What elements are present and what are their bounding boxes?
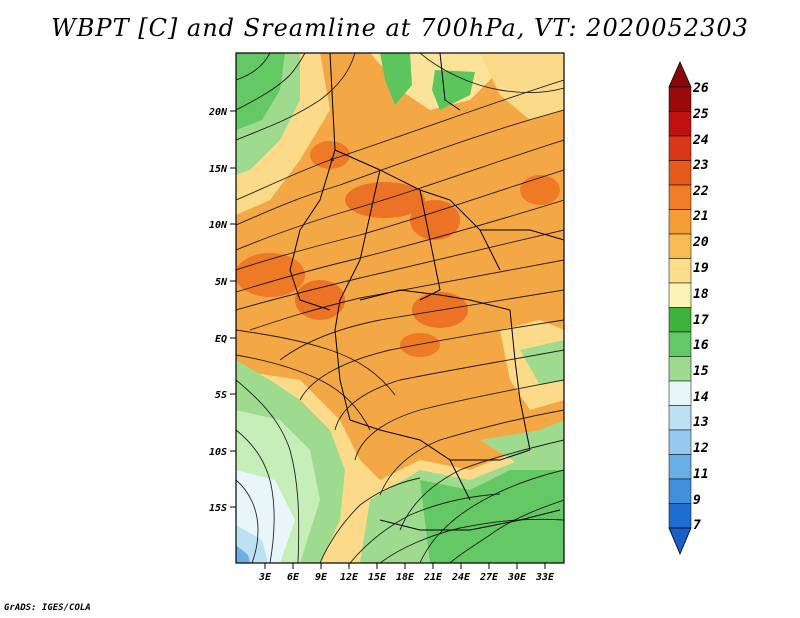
colorbar-swatch (668, 111, 692, 137)
colorbar-label: 12 (693, 441, 709, 456)
colorbar-label: 25 (692, 107, 709, 122)
lon-label: 24E (451, 572, 471, 583)
colorbar-swatch (668, 209, 692, 235)
lat-label: 20N (208, 107, 228, 118)
lon-label: 33E (535, 572, 555, 583)
longitude-axis: 3E 6E 9E 12E 15E 18E 21E 24E 27E 30E 33E (258, 563, 555, 583)
lat-label: 10S (209, 447, 227, 458)
lon-label: 6E (287, 572, 300, 583)
lon-label: 30E (507, 572, 527, 583)
colorbar-label: 19 (693, 261, 709, 276)
colorbar-label: 22 (692, 184, 709, 199)
latitude-axis: 20N 15N 10N 5N EQ 5S 10S 15S (208, 107, 236, 514)
lon-label: 3E (258, 572, 272, 583)
colorbar-swatch (668, 86, 692, 112)
colorbar-swatch (668, 135, 692, 161)
lat-label: EQ (215, 334, 227, 345)
colorbar-label: 15 (693, 364, 709, 379)
colorbar-label: 26 (692, 81, 709, 96)
lon-label: 27E (479, 572, 499, 583)
colorbar-swatch (668, 356, 692, 382)
colorbar-label: 21 (692, 209, 709, 224)
colorbar-swatch (668, 258, 692, 284)
colorbar-swatch (668, 233, 692, 259)
lat-label: 5N (215, 277, 228, 288)
colorbar-label: 17 (693, 313, 709, 328)
lat-label: 15N (209, 164, 228, 175)
colorbar-label: 23 (692, 158, 709, 173)
lon-label: 15E (368, 572, 387, 583)
footer-credit: GrADS: IGES/COLA (4, 603, 91, 613)
colorbar-swatch (668, 331, 692, 357)
colorbar-label: 11 (693, 467, 709, 482)
lon-label: 18E (396, 572, 415, 583)
colorbar-swatch (668, 282, 692, 308)
colorbar-label: 13 (693, 415, 709, 430)
colorbar-swatch (668, 503, 692, 529)
chart-title: WBPT [C] and Sreamline at 700hPa, VT: 20… (51, 14, 749, 42)
lon-label: 9E (315, 572, 328, 583)
colorbar-label: 7 (693, 518, 701, 533)
colorbar-swatch (668, 307, 692, 333)
lat-label: 10N (209, 220, 228, 231)
colorbar-swatch (668, 454, 692, 480)
lat-label: 5S (215, 390, 227, 401)
colorbar-under-triangle (668, 527, 692, 556)
lat-label: 15S (209, 503, 227, 514)
colorbar-label: 14 (693, 390, 709, 405)
colorbar-label: 20 (692, 235, 709, 250)
colorbar-swatch (668, 160, 692, 186)
lon-label: 21E (423, 572, 443, 583)
colorbar-label: 9 (693, 493, 701, 508)
colorbar-label: 18 (693, 287, 709, 302)
colorbar-swatch (668, 478, 692, 504)
colorbar-label: 24 (692, 133, 709, 148)
colorbar-swatch (668, 405, 692, 431)
lon-label: 12E (340, 572, 359, 583)
colorbar-swatch (668, 380, 692, 406)
colorbar-label: 16 (693, 338, 709, 353)
colorbar-over-triangle (668, 61, 692, 88)
colorbar-swatch (668, 184, 692, 210)
colorbar-swatch (668, 429, 692, 455)
colorbar: 26 25 24 23 22 21 20 19 18 17 16 15 14 1… (668, 61, 709, 556)
temperature-field (236, 53, 564, 563)
